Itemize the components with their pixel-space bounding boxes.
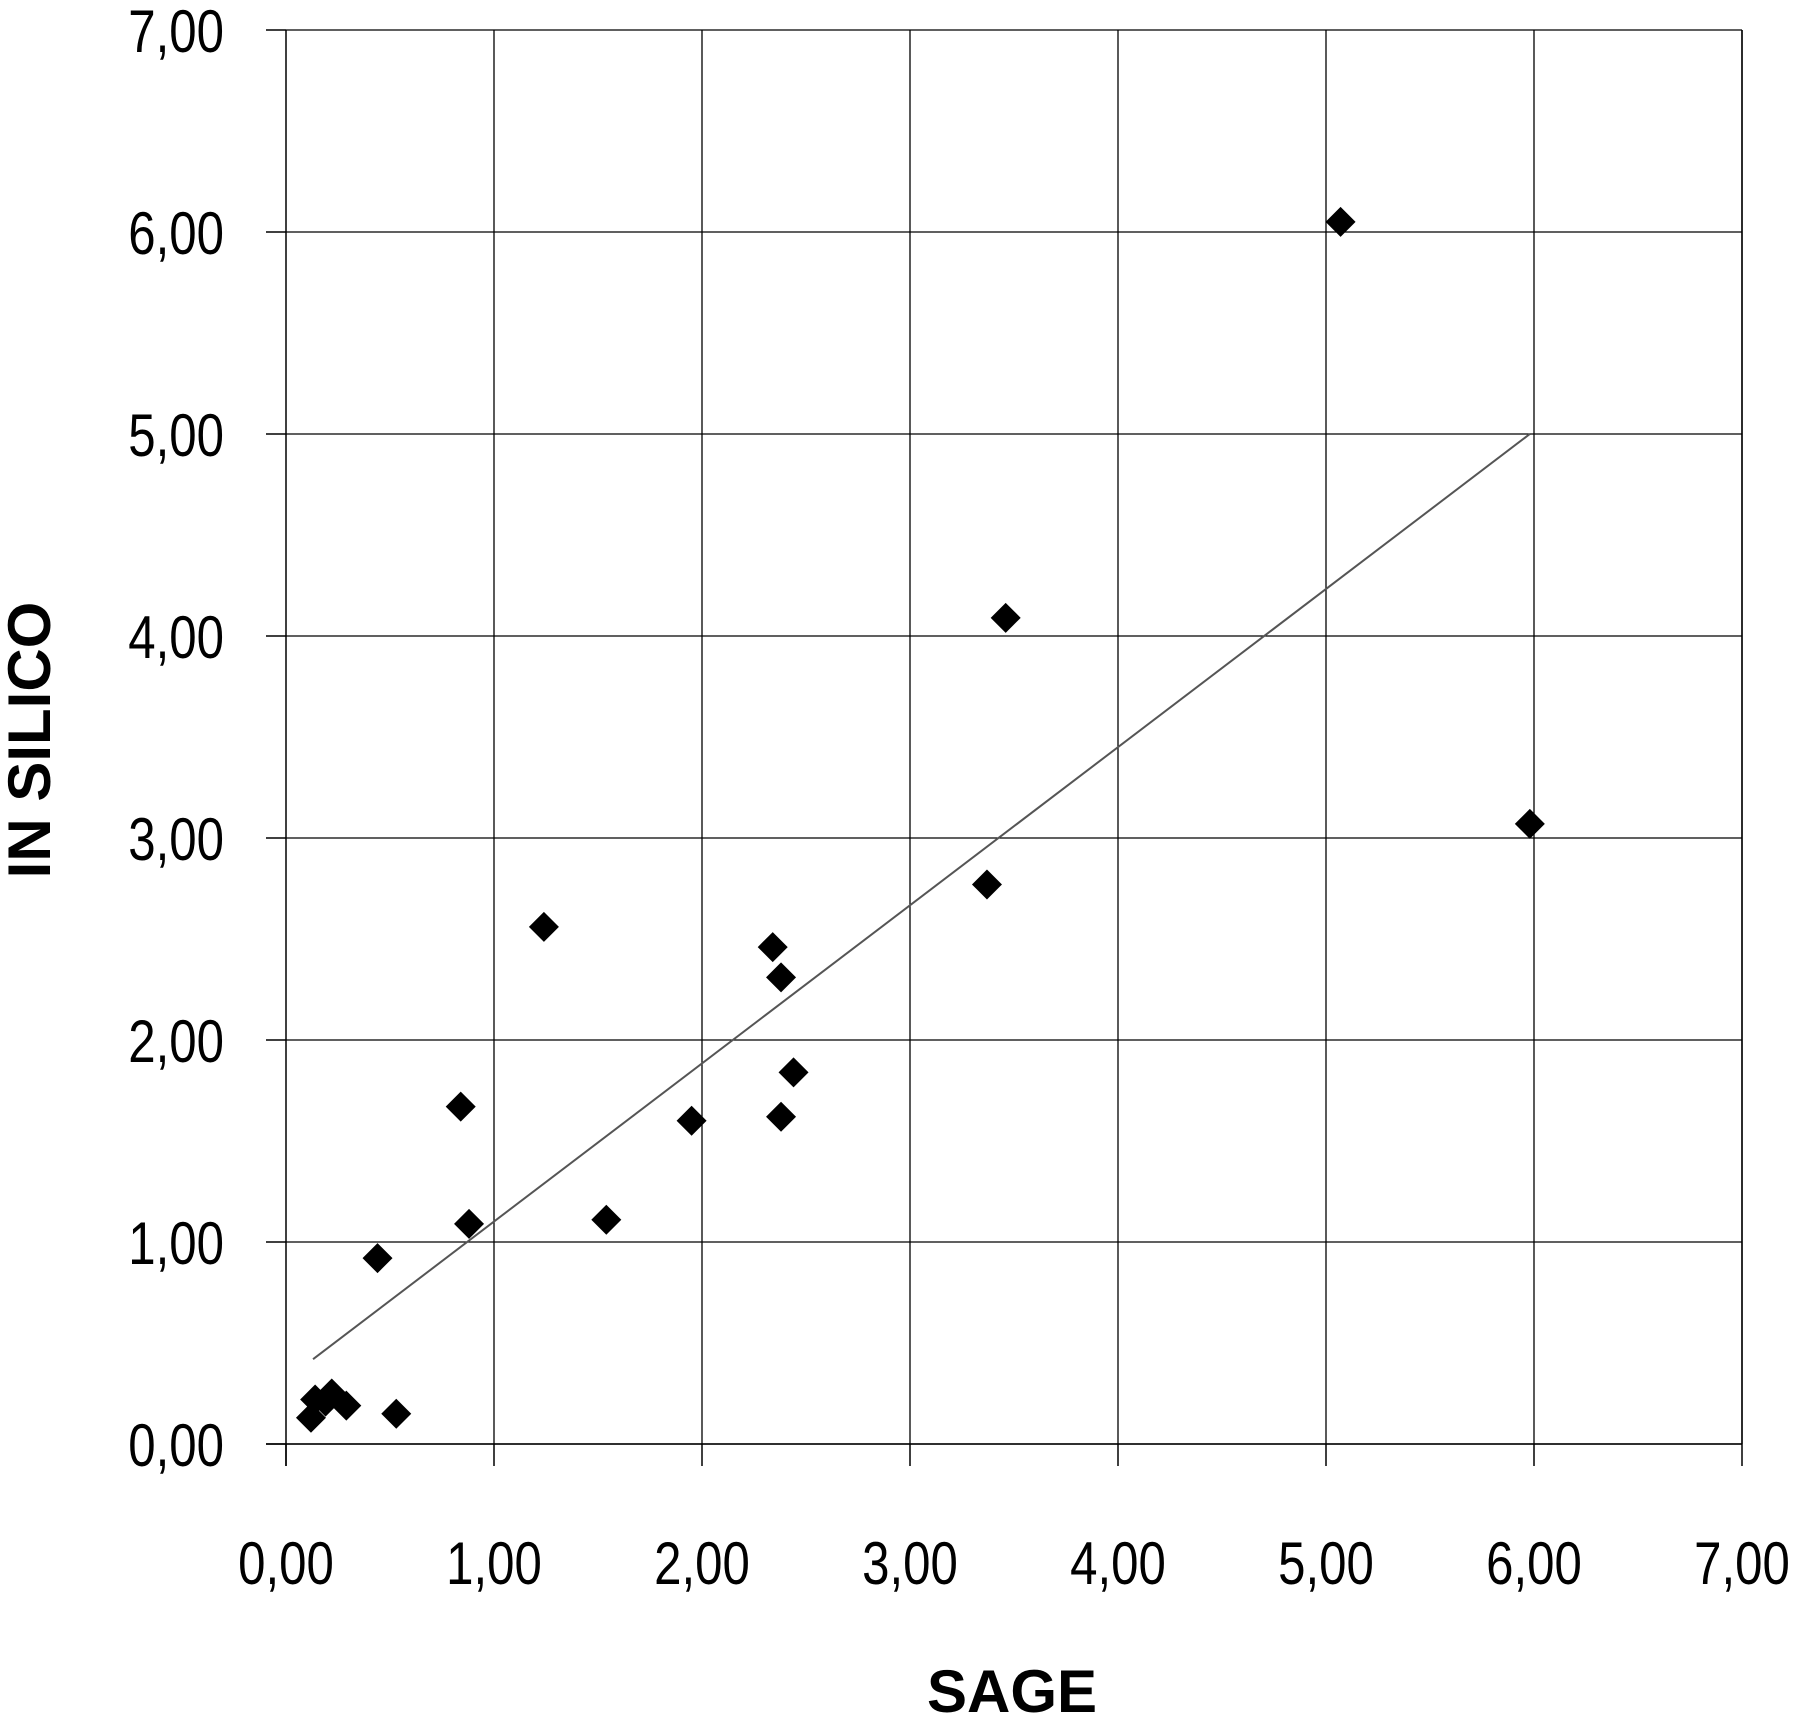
data-point (766, 962, 797, 993)
y-tick-label: 3,00 (128, 805, 224, 873)
axes (266, 30, 1743, 1466)
trendline (312, 433, 1531, 1360)
y-tick-label: 5,00 (128, 401, 224, 469)
data-point (331, 1390, 362, 1421)
trendline-group (312, 433, 1531, 1360)
y-axis-title: IN SILICO (0, 602, 63, 879)
data-point (1514, 808, 1545, 839)
y-tick-label: 4,00 (128, 603, 224, 671)
data-point (1325, 206, 1356, 237)
data-points (295, 206, 1545, 1433)
y-axis-ticks: 0,00 1,00 2,00 3,00 4,00 5,00 6,00 7,00 (128, 0, 286, 1479)
x-tick-label: 6,00 (1486, 1529, 1582, 1597)
x-axis-ticks: 0,00 1,00 2,00 3,00 4,00 5,00 6,00 7,00 (238, 1444, 1790, 1597)
data-point (971, 869, 1002, 900)
data-point (591, 1204, 622, 1235)
x-tick-label: 1,00 (446, 1529, 542, 1597)
grid (286, 29, 1743, 1445)
data-point (362, 1243, 393, 1274)
y-tick-label: 2,00 (128, 1007, 224, 1075)
data-point (454, 1208, 485, 1239)
y-tick-label: 1,00 (128, 1209, 224, 1277)
data-point (766, 1101, 797, 1132)
x-tick-label: 4,00 (1070, 1529, 1166, 1597)
data-point (990, 602, 1021, 633)
x-tick-label: 5,00 (1278, 1529, 1374, 1597)
data-point (528, 911, 559, 942)
y-tick-label: 7,00 (128, 0, 224, 65)
x-axis-title: SAGE (927, 1658, 1097, 1718)
x-tick-label: 2,00 (654, 1529, 750, 1597)
x-tick-label: 3,00 (862, 1529, 958, 1597)
data-point (676, 1105, 707, 1136)
y-tick-label: 6,00 (128, 199, 224, 267)
data-point (445, 1091, 476, 1122)
data-point (757, 932, 788, 963)
data-point (778, 1057, 809, 1088)
x-tick-label: 0,00 (238, 1529, 334, 1597)
data-point (381, 1398, 412, 1429)
x-tick-label: 7,00 (1694, 1529, 1790, 1597)
y-tick-label: 0,00 (128, 1411, 224, 1479)
